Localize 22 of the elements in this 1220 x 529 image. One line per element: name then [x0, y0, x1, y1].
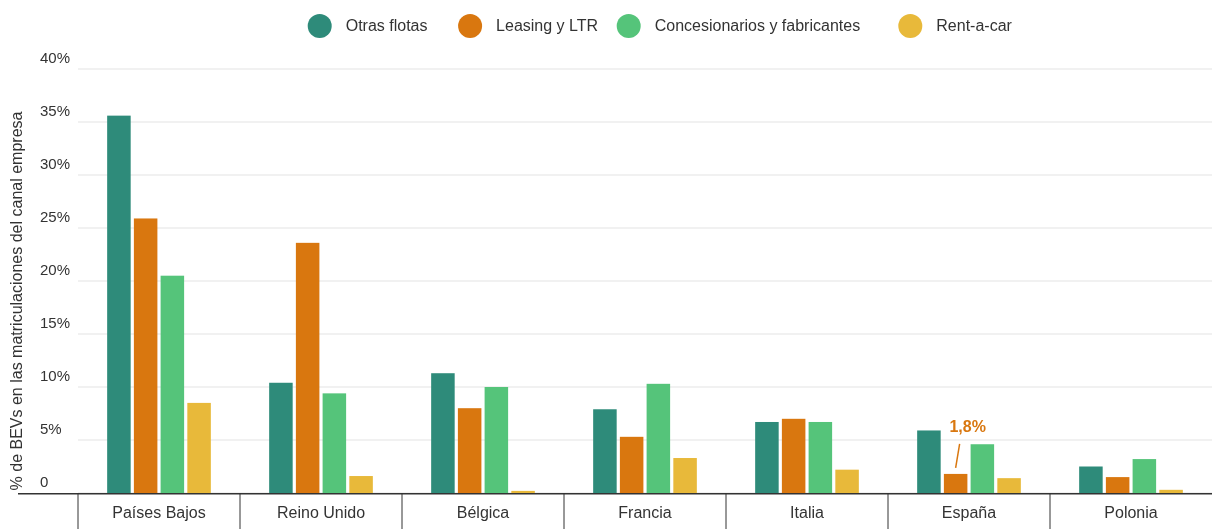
- y-tick-label: 0: [40, 473, 49, 490]
- y-tick-label: 5%: [40, 420, 62, 437]
- y-tick-label: 35%: [40, 102, 71, 119]
- x-tick-label: Bélgica: [456, 504, 510, 521]
- y-tick-label: 30%: [40, 155, 71, 172]
- y-axis-title: % de BEVs en las matriculaciones del canal empresa: [8, 111, 25, 491]
- x-tick-label: Italia: [790, 504, 824, 521]
- x-tick-label: Reino Unido: [276, 504, 366, 521]
- legend-label: Leasing y LTR: [496, 17, 599, 34]
- legend-label: Otras flotas: [345, 17, 428, 34]
- x-tick-label: Francia: [618, 504, 672, 521]
- annotation: 1,8%: [949, 417, 986, 435]
- x-tick-label: Países Bajos: [112, 504, 206, 521]
- y-tick-label: 25%: [40, 208, 71, 225]
- y-tick-label: 15%: [40, 314, 71, 331]
- y-tick-label: 40%: [40, 49, 71, 66]
- y-tick-label: 20%: [40, 261, 71, 278]
- legend-label: Concesionarios y fabricantes: [654, 17, 861, 34]
- x-tick-label: Polonia: [1104, 504, 1158, 521]
- y-tick-label: 10%: [40, 367, 71, 384]
- x-tick-label: España: [941, 504, 997, 521]
- legend-label: Rent-a-car: [936, 17, 1013, 34]
